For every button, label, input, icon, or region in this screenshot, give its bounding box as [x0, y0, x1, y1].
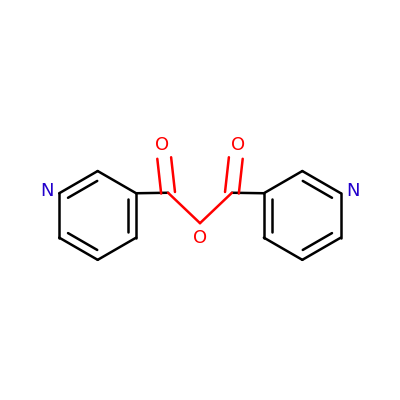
Text: N: N [346, 182, 360, 200]
Text: O: O [155, 136, 169, 154]
Text: N: N [40, 182, 54, 200]
Text: O: O [231, 136, 245, 154]
Text: O: O [193, 229, 207, 247]
